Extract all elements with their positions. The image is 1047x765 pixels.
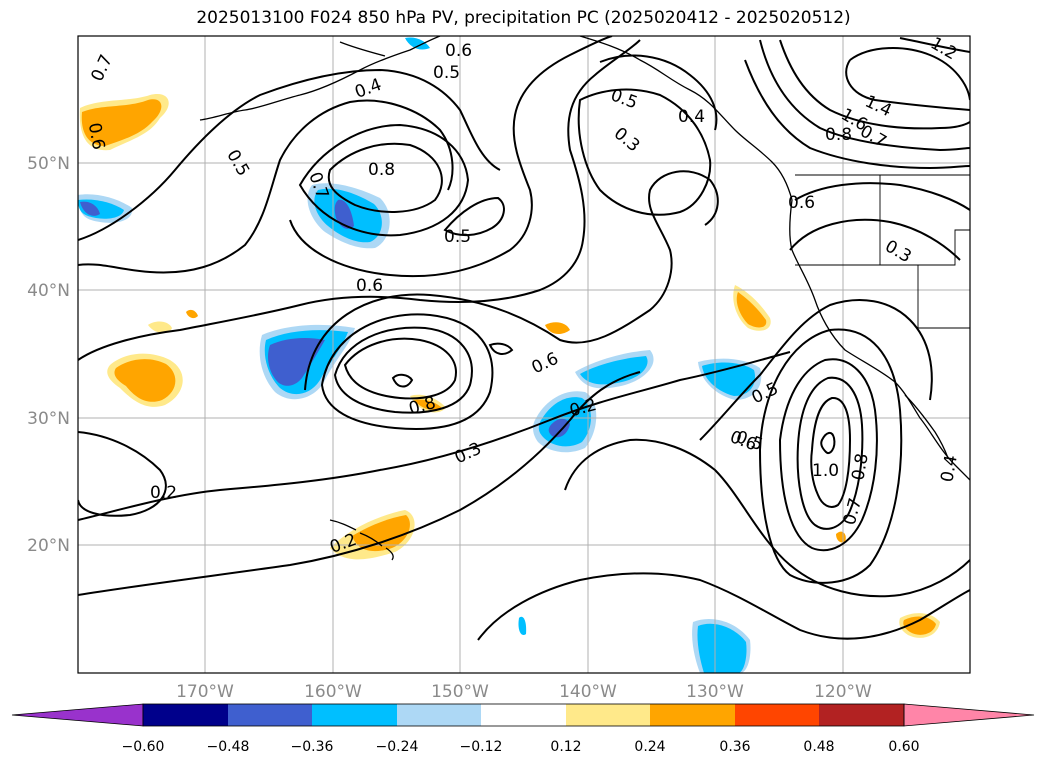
colorbar-swatch [228, 704, 312, 726]
contour-label: 0.4 [678, 107, 705, 127]
colorbar-tick: 0.24 [634, 739, 665, 755]
contour-label: 0.6 [356, 276, 383, 296]
contour-label: 0.6 [445, 41, 472, 61]
lon-label: 140°W [559, 682, 617, 702]
coastlines [199, 36, 970, 561]
colorbar: −0.60 −0.48 −0.36 −0.24 −0.12 0.12 0.24 … [11, 703, 1035, 755]
colorbar-swatch [143, 704, 228, 726]
lat-label: 20°N [27, 536, 70, 556]
colorbar-tick: −0.12 [460, 739, 503, 755]
lon-label: 120°W [814, 682, 872, 702]
contour-label: 0.6 [84, 121, 108, 151]
lon-label: 130°W [686, 682, 744, 702]
contour-label: 0.6 [788, 193, 815, 213]
map-frame [77, 35, 971, 674]
colorbar-swatch [566, 704, 650, 726]
colorbar-swatch [650, 704, 735, 726]
colorbar-max-extend [903, 703, 1035, 727]
contour-label: 0.2 [150, 483, 177, 503]
contour-label: 0.5 [433, 63, 460, 83]
pv-contours [78, 36, 970, 641]
contour-label: 0.5 [444, 227, 471, 247]
contour-label: 0.8 [848, 452, 872, 482]
lat-label: 50°N [27, 154, 70, 174]
colorbar-tick: 0.48 [803, 739, 834, 755]
colorbar-min-extend [11, 703, 144, 727]
lat-label: 40°N [27, 281, 70, 301]
map-title: 2025013100 F024 850 hPa PV, precipitatio… [196, 8, 851, 28]
contour-label: 0.4 [937, 454, 961, 484]
colorbar-swatch [735, 704, 819, 726]
colorbar-tick: −0.60 [122, 739, 165, 755]
precip-positive-areas [79, 94, 940, 638]
colorbar-swatch [481, 704, 566, 726]
colorbar-tick: −0.36 [291, 739, 334, 755]
colorbar-tick: 0.60 [888, 739, 919, 755]
colorbar-swatch [819, 704, 904, 726]
lon-labels: 170°W 160°W 150°W 140°W 130°W 120°W [176, 682, 872, 702]
lat-labels: 50°N 40°N 30°N 20°N [27, 154, 70, 556]
lat-label: 30°N [27, 409, 70, 429]
contour-label: 0.8 [368, 160, 395, 180]
contour-label: 1.0 [812, 461, 839, 481]
colorbar-tick: −0.24 [376, 739, 419, 755]
map-background [78, 36, 970, 673]
colorbar-swatch [312, 704, 397, 726]
lon-label: 170°W [176, 682, 234, 702]
lon-label: 160°W [304, 682, 362, 702]
graticule [78, 36, 970, 673]
colorbar-tick: 0.36 [719, 739, 750, 755]
colorbar-tick: 0.12 [550, 739, 581, 755]
contour-label: 0.8 [825, 125, 852, 145]
lon-label: 150°W [431, 682, 489, 702]
colorbar-tick: −0.48 [207, 739, 250, 755]
colorbar-swatch [397, 704, 481, 726]
